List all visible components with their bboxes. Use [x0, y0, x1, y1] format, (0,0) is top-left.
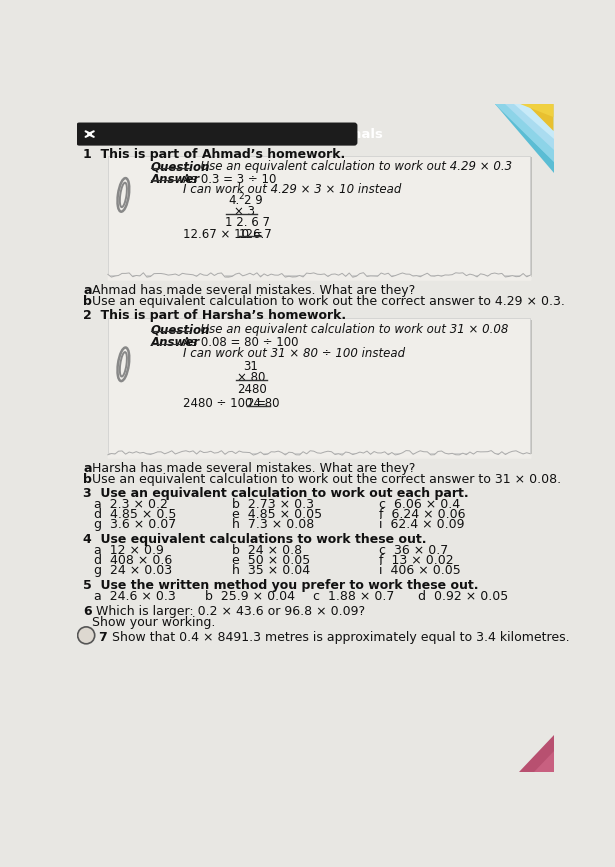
- Text: As 0.3 = 3 ÷ 10: As 0.3 = 3 ÷ 10: [183, 173, 276, 186]
- Text: a  24.6 × 0.3: a 24.6 × 0.3: [94, 590, 176, 603]
- Polygon shape: [514, 104, 554, 139]
- Text: I can work out 4.29 × 3 × 10 instead: I can work out 4.29 × 3 × 10 instead: [183, 183, 402, 196]
- Text: e  4.85 × 0.05: e 4.85 × 0.05: [232, 507, 322, 520]
- Text: Use an equivalent calculation to work out the correct answer to 31 × 0.08.: Use an equivalent calculation to work ou…: [92, 473, 561, 486]
- Text: i  62.4 × 0.09: i 62.4 × 0.09: [379, 518, 464, 531]
- Polygon shape: [507, 104, 554, 117]
- Text: i  406 × 0.05: i 406 × 0.05: [379, 564, 461, 577]
- Text: 5  Use the written method you prefer to work these out.: 5 Use the written method you prefer to w…: [83, 579, 478, 592]
- Polygon shape: [495, 104, 554, 131]
- FancyBboxPatch shape: [108, 318, 530, 453]
- Text: b  25.9 × 0.04: b 25.9 × 0.04: [205, 590, 295, 603]
- Text: 1 2. 6 7: 1 2. 6 7: [225, 217, 270, 230]
- Text: b: b: [83, 473, 92, 486]
- Text: × 3: × 3: [234, 205, 255, 218]
- FancyBboxPatch shape: [109, 320, 532, 454]
- Text: 4  Use equivalent calculations to work these out.: 4 Use equivalent calculations to work th…: [83, 533, 427, 546]
- Text: 6: 6: [83, 605, 92, 618]
- Text: 1  This is part of Ahmad’s homework.: 1 This is part of Ahmad’s homework.: [83, 148, 346, 161]
- Text: Use an equivalent calculation to work out 31 × 0.08: Use an equivalent calculation to work ou…: [193, 323, 509, 336]
- Text: Use an equivalent calculation to work out 4.29 × 0.3: Use an equivalent calculation to work ou…: [193, 160, 512, 173]
- Text: b: b: [83, 295, 92, 308]
- FancyBboxPatch shape: [76, 122, 357, 146]
- Text: g  24 × 0.03: g 24 × 0.03: [94, 564, 172, 577]
- Text: Question: Question: [151, 160, 210, 173]
- FancyBboxPatch shape: [108, 156, 530, 275]
- Text: a: a: [83, 462, 92, 475]
- FancyBboxPatch shape: [109, 157, 532, 277]
- Text: × 80: × 80: [237, 371, 266, 384]
- Text: 2  This is part of Harsha’s homework.: 2 This is part of Harsha’s homework.: [83, 309, 346, 322]
- Text: b  24 × 0.8: b 24 × 0.8: [232, 544, 302, 557]
- Text: b  2.73 × 0.3: b 2.73 × 0.3: [232, 498, 314, 511]
- Text: Ahmad has made several mistakes. What are they?: Ahmad has made several mistakes. What ar…: [92, 284, 416, 297]
- Text: f  13 × 0.02: f 13 × 0.02: [379, 554, 454, 567]
- Text: Harsha has made several mistakes. What are they?: Harsha has made several mistakes. What a…: [92, 462, 416, 475]
- Text: 24.80: 24.80: [247, 397, 280, 410]
- Text: Answer: Answer: [151, 336, 200, 349]
- Text: 126.7: 126.7: [239, 228, 272, 241]
- Text: 7: 7: [98, 631, 108, 644]
- Text: 31: 31: [244, 361, 258, 374]
- Text: c  1.88 × 0.7: c 1.88 × 0.7: [313, 590, 395, 603]
- Text: 2480 ÷ 100 =: 2480 ÷ 100 =: [183, 397, 270, 410]
- Text: Show your working.: Show your working.: [92, 616, 216, 629]
- Text: a  2.3 × 0.2: a 2.3 × 0.2: [94, 498, 168, 511]
- Ellipse shape: [120, 352, 127, 376]
- Text: g  3.6 × 0.07: g 3.6 × 0.07: [94, 518, 176, 531]
- Text: Answer: Answer: [151, 173, 200, 186]
- Text: Exercise 3.6   Multiplying by decimals: Exercise 3.6 Multiplying by decimals: [100, 128, 383, 141]
- Text: Question: Question: [151, 323, 210, 336]
- Text: 2: 2: [238, 192, 244, 201]
- Polygon shape: [495, 104, 554, 162]
- Polygon shape: [518, 735, 554, 772]
- Circle shape: [77, 627, 95, 644]
- Polygon shape: [495, 104, 554, 162]
- Text: e  50 × 0.05: e 50 × 0.05: [232, 554, 310, 567]
- Text: Use an equivalent calculation to work out the correct answer to 4.29 × 0.3.: Use an equivalent calculation to work ou…: [92, 295, 565, 308]
- Text: I can work out 31 × 80 ÷ 100 instead: I can work out 31 × 80 ÷ 100 instead: [183, 347, 405, 360]
- Polygon shape: [534, 751, 554, 772]
- Text: 12.67 × 10 =: 12.67 × 10 =: [183, 228, 266, 241]
- Polygon shape: [495, 104, 554, 173]
- Text: a  12 × 0.9: a 12 × 0.9: [94, 544, 164, 557]
- Text: f  6.24 × 0.06: f 6.24 × 0.06: [379, 507, 466, 520]
- Text: d  0.92 × 0.05: d 0.92 × 0.05: [418, 590, 508, 603]
- Text: c  36 × 0.7: c 36 × 0.7: [379, 544, 448, 557]
- Text: Show that 0.4 × 8491.3 metres is approximately equal to 3.4 kilometres.: Show that 0.4 × 8491.3 metres is approxi…: [108, 631, 569, 644]
- Text: d  4.85 × 0.5: d 4.85 × 0.5: [94, 507, 177, 520]
- Polygon shape: [523, 104, 554, 135]
- Polygon shape: [511, 104, 554, 147]
- Polygon shape: [534, 104, 554, 123]
- Text: 3  Use an equivalent calculation to work out each part.: 3 Use an equivalent calculation to work …: [83, 486, 469, 499]
- Polygon shape: [505, 104, 554, 150]
- Text: h  7.3 × 0.08: h 7.3 × 0.08: [232, 518, 314, 531]
- Text: As 0.08 = 80 ÷ 100: As 0.08 = 80 ÷ 100: [183, 336, 298, 349]
- Text: a: a: [83, 284, 92, 297]
- Text: Which is larger: 0.2 × 43.6 or 96.8 × 0.09?: Which is larger: 0.2 × 43.6 or 96.8 × 0.…: [92, 605, 365, 618]
- Text: d  408 × 0.6: d 408 × 0.6: [94, 554, 172, 567]
- Text: ?: ?: [82, 632, 90, 646]
- Text: h  35 × 0.04: h 35 × 0.04: [232, 564, 310, 577]
- Text: 4.: 4.: [228, 194, 239, 207]
- Text: 2480: 2480: [237, 382, 267, 395]
- Ellipse shape: [120, 183, 127, 207]
- Text: c  6.06 × 0.4: c 6.06 × 0.4: [379, 498, 460, 511]
- Text: 2 9: 2 9: [244, 194, 262, 207]
